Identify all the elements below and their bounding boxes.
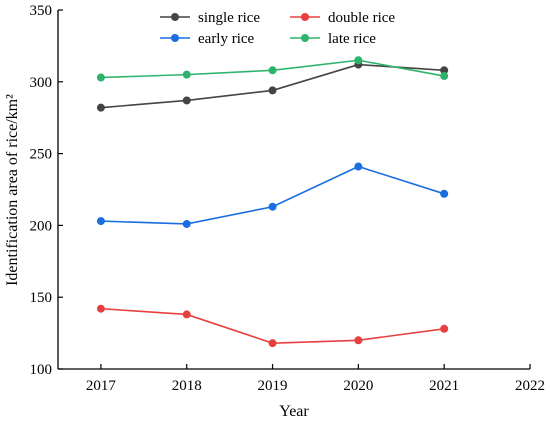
data-point-double-rice	[268, 339, 277, 348]
x-tick-label: 2021	[429, 378, 459, 394]
x-tick-label: 2018	[172, 378, 202, 394]
series-line-early-rice	[100, 165, 445, 225]
y-tick-label: 300	[30, 75, 53, 91]
y-tick-label: 250	[30, 147, 53, 163]
data-point-double-rice	[182, 310, 191, 319]
y-tick-label: 100	[30, 362, 53, 378]
y-axis-title: Identification area of rice/km²	[4, 94, 21, 286]
data-point-single-rice	[96, 103, 105, 112]
data-point-late-rice	[182, 70, 191, 79]
data-point-early-rice	[440, 189, 449, 198]
series-lines	[100, 59, 445, 344]
y-tick-label: 350	[30, 3, 53, 19]
data-point-early-rice	[96, 217, 105, 226]
data-point-double-rice	[354, 336, 363, 345]
data-point-early-rice	[268, 202, 277, 211]
data-point-early-rice	[182, 219, 191, 228]
legend-marker-single-rice	[171, 13, 179, 21]
data-point-late-rice	[440, 72, 449, 81]
legend-marker-early-rice	[171, 34, 179, 42]
series-points	[96, 56, 449, 348]
data-point-single-rice	[440, 66, 449, 75]
y-ticks: 100 150 200 250 300 350	[30, 3, 63, 378]
x-axis-title: Year	[279, 403, 309, 420]
legend-label-early-rice: early rice	[198, 31, 255, 47]
data-point-double-rice	[440, 324, 449, 333]
x-tick-label: 2022	[515, 378, 545, 394]
y-tick-label: 200	[30, 218, 53, 234]
legend-label-double-rice: double rice	[328, 10, 395, 26]
data-point-single-rice	[268, 86, 277, 95]
x-tick-label: 2020	[343, 378, 373, 394]
data-point-double-rice	[96, 304, 105, 313]
axes	[57, 10, 530, 370]
legend-label-late-rice: late rice	[328, 31, 376, 47]
x-tick-label: 2017	[86, 378, 117, 394]
data-point-late-rice	[268, 66, 277, 75]
legend-marker-late-rice	[301, 34, 309, 42]
y-tick-label: 150	[30, 290, 53, 306]
legend-label-single-rice: single rice	[198, 10, 260, 26]
data-point-early-rice	[354, 162, 363, 171]
data-point-single-rice	[182, 96, 191, 105]
data-point-late-rice	[354, 56, 363, 65]
x-ticks: 2017 2018 2019 2020 2021 2022	[86, 364, 545, 394]
x-tick-label: 2019	[258, 378, 288, 394]
series-line-double-rice	[100, 307, 445, 344]
data-point-late-rice	[96, 73, 105, 82]
legend-marker-double-rice	[301, 13, 309, 21]
legend: single rice double rice early rice late ric…	[160, 10, 395, 47]
